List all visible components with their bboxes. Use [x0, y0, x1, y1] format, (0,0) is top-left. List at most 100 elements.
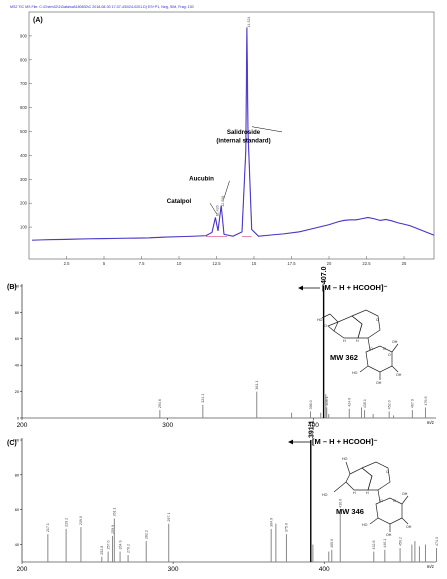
panel-c-x-tick-label: 300 — [168, 566, 179, 573]
panel-b-ion-label: [M – H + HCOOH]⁻ — [322, 283, 387, 292]
svg-text:OH: OH — [392, 340, 398, 344]
panel-a-x-tick-label: 10 — [177, 261, 182, 266]
panel-a-x-tick-label: 5 — [103, 261, 106, 266]
panel-c-peak-label: 217.1 — [46, 523, 50, 532]
panel-b-label: (B) — [7, 284, 17, 291]
panel-a-annotation-arrow — [223, 180, 230, 200]
panel-a-y-tick-label: 100 — [20, 225, 28, 230]
svg-text:O: O — [324, 324, 327, 328]
panel-b-peak-label: 476.9 — [424, 396, 428, 405]
svg-text:OH: OH — [396, 373, 402, 377]
svg-text:HO: HO — [317, 318, 323, 322]
panel-c-structure-icon — [333, 461, 409, 532]
panel-c-y-tick-label: 60 — [15, 508, 19, 512]
panel-a-y-tick-label: 200 — [20, 201, 28, 206]
svg-text:H: H — [353, 491, 356, 495]
panel-c-peak-label: 257.0 — [106, 541, 110, 550]
panel-a-y-tick-label: 800 — [20, 57, 28, 62]
panel-b-peaks: 294.6 324.1 361.1 398.0 407.0 409.1 424.6 435.1… — [158, 266, 428, 418]
svg-text:O: O — [386, 470, 389, 474]
panel-a-x-tick-label: 25 — [402, 261, 407, 266]
panel-c-peak-label: 450.2 — [398, 537, 402, 546]
panel-c-peak-label: 405.0 — [330, 539, 334, 548]
panel-a-annotations: Salidroside(internal standard) Aucubin Cat… — [167, 17, 283, 216]
panel-a-y-axis: 900 800 700 600 500 400 300 200 100 — [20, 33, 32, 230]
svg-text:OH: OH — [386, 533, 392, 537]
svg-text:O: O — [383, 347, 386, 351]
svg-text:H: H — [356, 339, 359, 343]
panel-a-x-tick-label: 15 — [252, 261, 257, 266]
panel-b-y-tick-label: 40 — [15, 364, 19, 368]
panel-b-peak-label: 407.0 — [321, 266, 328, 284]
panel-c-arrowhead-icon — [288, 439, 293, 445]
panel-b-peak-label: 467.9 — [411, 399, 415, 408]
panel-b-x-tick-label: 300 — [162, 422, 173, 429]
panel-a-x-tick-label: 22.5 — [362, 261, 371, 266]
panel-c-axes: 100 80 60 40 200 300 400 m/z — [13, 438, 436, 573]
panel-b-peak-label: 435.1 — [363, 399, 367, 408]
panel-b-peak-label: 324.1 — [201, 394, 205, 403]
panel-b-x-tick-label: 200 — [17, 422, 28, 429]
panel-c-peak-label: 259.9 — [111, 525, 115, 534]
panel-a-annotation: (internal standard) — [216, 137, 270, 144]
panel-c-label: (C) — [7, 440, 17, 447]
panel-c-structure-atoms: HO HO O H H O O OH HO OH OH — [322, 457, 412, 537]
panel-a-peak-label: 12.426 — [215, 205, 219, 216]
panel-c-peak-label: 440.1 — [383, 539, 387, 548]
panel-a-y-tick-label: 500 — [20, 129, 28, 134]
panel-a-y-tick-label: 300 — [20, 177, 28, 182]
panel-a-annotation: Catalpol — [167, 198, 192, 205]
svg-text:HO: HO — [362, 523, 368, 527]
panel-c-peak-label: 432.8 — [372, 541, 376, 550]
panel-b-x-axis-label: m/z — [427, 420, 435, 425]
panel-b-peak-label: 424.6 — [348, 398, 352, 407]
svg-text:HO: HO — [322, 493, 328, 497]
svg-text:OH: OH — [406, 525, 412, 529]
panel-c-peak-label: 282.2 — [145, 530, 149, 539]
svg-text:O: O — [393, 499, 396, 503]
panel-a-trace-line — [31, 27, 435, 241]
svg-text:H: H — [343, 339, 346, 343]
panel-c-peak-label: 297.1 — [167, 513, 171, 522]
panel-b-arrowhead-icon — [298, 285, 303, 291]
panel-b-y-tick-label: 20 — [15, 390, 19, 394]
panel-b-peak-label: 294.6 — [158, 399, 162, 408]
panel-a-peak-label: 14.524 — [247, 17, 251, 28]
panel-a-y-tick-label: 400 — [20, 153, 28, 158]
panel-b-peak-label: 398.0 — [309, 400, 313, 409]
panel-a-y-tick-label: 700 — [20, 81, 28, 86]
file-info-header: MS2 TIC MS File: C:\Chem32\1\Data\sal\18… — [10, 5, 194, 9]
panel-b-y-tick-label: 80 — [15, 311, 19, 315]
svg-text:HO: HO — [342, 457, 348, 461]
panel-c-peak-label: 229.2 — [64, 518, 68, 527]
panel-b-y-tick-label: 60 — [15, 337, 19, 341]
svg-text:O: O — [376, 318, 379, 322]
panel-b-peak-label: 452.0 — [388, 400, 392, 409]
svg-text:O: O — [380, 499, 383, 503]
panel-b-x-tick-label: 400 — [308, 422, 319, 429]
svg-text:O: O — [370, 347, 373, 351]
panel-c-x-axis-label: m/z — [427, 564, 435, 569]
panel-c-peak-label: 270.2 — [126, 544, 130, 553]
panel-c-x-tick-label: 400 — [319, 566, 330, 573]
panel-a-y-tick-label: 900 — [20, 33, 28, 38]
panel-a-label: (A) — [33, 17, 43, 24]
panel-a-x-tick-label: 20 — [327, 261, 332, 266]
panel-b-peak-label: 361.1 — [255, 381, 259, 390]
panel-a-x-tick-label: 7.5 — [139, 261, 145, 266]
panel-b-structure-icon — [321, 309, 399, 380]
panel-b-y-tick-label: 100 — [13, 284, 19, 288]
panel-b-peak-label: 409.1 — [325, 396, 329, 405]
panel-a-x-tick-label: 17.5 — [287, 261, 296, 266]
svg-text:HO: HO — [352, 371, 358, 375]
panel-c-y-tick-label: 40 — [15, 543, 19, 547]
panel-c-peak-label: 391.1 — [308, 420, 315, 438]
panel-b-molecule-label: MW 362 — [330, 353, 358, 362]
panel-a-annotation-arrow — [251, 126, 283, 133]
panel-c-molecule-label: MW 346 — [336, 507, 364, 516]
panel-a-x-tick-label: 12.5 — [212, 261, 221, 266]
panel-b-structure-atoms: HO O O H H O O OH HO OH OH O — [317, 318, 402, 385]
